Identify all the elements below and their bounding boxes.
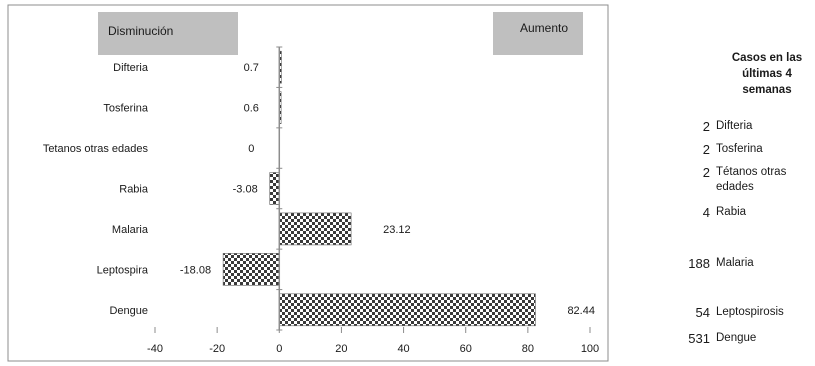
case-count: 2 <box>702 142 710 157</box>
case-label: Dengue <box>716 332 757 344</box>
case-row-difteria: 2 Difteria <box>660 119 810 134</box>
case-count: 2 <box>702 165 710 180</box>
x-tick-label: -20 <box>209 343 225 355</box>
case-row-tetanos: 2 Tétanos otras edades <box>660 165 810 195</box>
bar <box>222 253 280 286</box>
header-right-label: Aumento <box>520 21 568 35</box>
case-count: 188 <box>688 256 710 271</box>
data-label: 0 <box>248 143 254 155</box>
category-label: Rabia <box>119 184 149 196</box>
x-tick-label: 0 <box>276 343 282 355</box>
category-label: Difteria <box>113 62 149 74</box>
data-label: 82.44 <box>567 305 595 317</box>
header-left-box <box>98 12 238 55</box>
x-tick-label: 60 <box>460 343 472 355</box>
case-row-rabia: 4 Rabia <box>660 205 810 220</box>
case-row-malaria: 188 Malaria <box>660 256 810 271</box>
case-count: 54 <box>695 305 710 320</box>
bar <box>278 212 352 246</box>
x-tick-label: 40 <box>397 343 409 355</box>
x-tick-label: 20 <box>335 343 347 355</box>
case-count: 531 <box>688 331 710 346</box>
data-label: -3.08 <box>233 184 258 196</box>
category-label: Leptospira <box>97 264 149 276</box>
case-label: Leptospirosis <box>716 306 784 318</box>
data-label: 0.7 <box>244 62 259 74</box>
header-left-label: Disminución <box>108 24 173 38</box>
data-label: 0.6 <box>244 103 259 115</box>
case-label: Difteria <box>716 120 753 132</box>
category-label: Tetanos otras edades <box>43 143 149 155</box>
category-label: Dengue <box>109 305 148 317</box>
chart: Disminución Aumento -40 -20 0 20 40 60 80 100 D… <box>7 4 609 362</box>
case-row-tosferina: 2 Tosferina <box>660 142 810 157</box>
plot-frame <box>7 4 609 362</box>
case-row-leptospirosis: 54 Leptospirosis <box>660 305 810 320</box>
category-label: Tosferina <box>103 103 149 115</box>
x-tick-label: 100 <box>581 343 599 355</box>
case-count: 4 <box>702 205 710 220</box>
data-label: -18.08 <box>180 264 211 276</box>
category-label: Malaria <box>112 224 149 236</box>
bar <box>269 172 280 205</box>
x-tick-label: 80 <box>522 343 534 355</box>
data-label: 23.12 <box>383 224 411 236</box>
bar <box>278 293 536 327</box>
case-label: Tosferina <box>716 143 763 155</box>
case-label: Rabia <box>716 206 747 218</box>
case-label: Malaria <box>716 257 754 269</box>
cases-panel-title: Casos en las últimas 4 semanas <box>731 52 803 96</box>
case-label: Tétanos otras edades <box>716 166 787 193</box>
case-row-dengue: 531 Dengue <box>660 331 810 346</box>
case-count: 2 <box>702 119 710 134</box>
x-tick-label: -40 <box>147 343 163 355</box>
header-right-box <box>493 12 583 55</box>
